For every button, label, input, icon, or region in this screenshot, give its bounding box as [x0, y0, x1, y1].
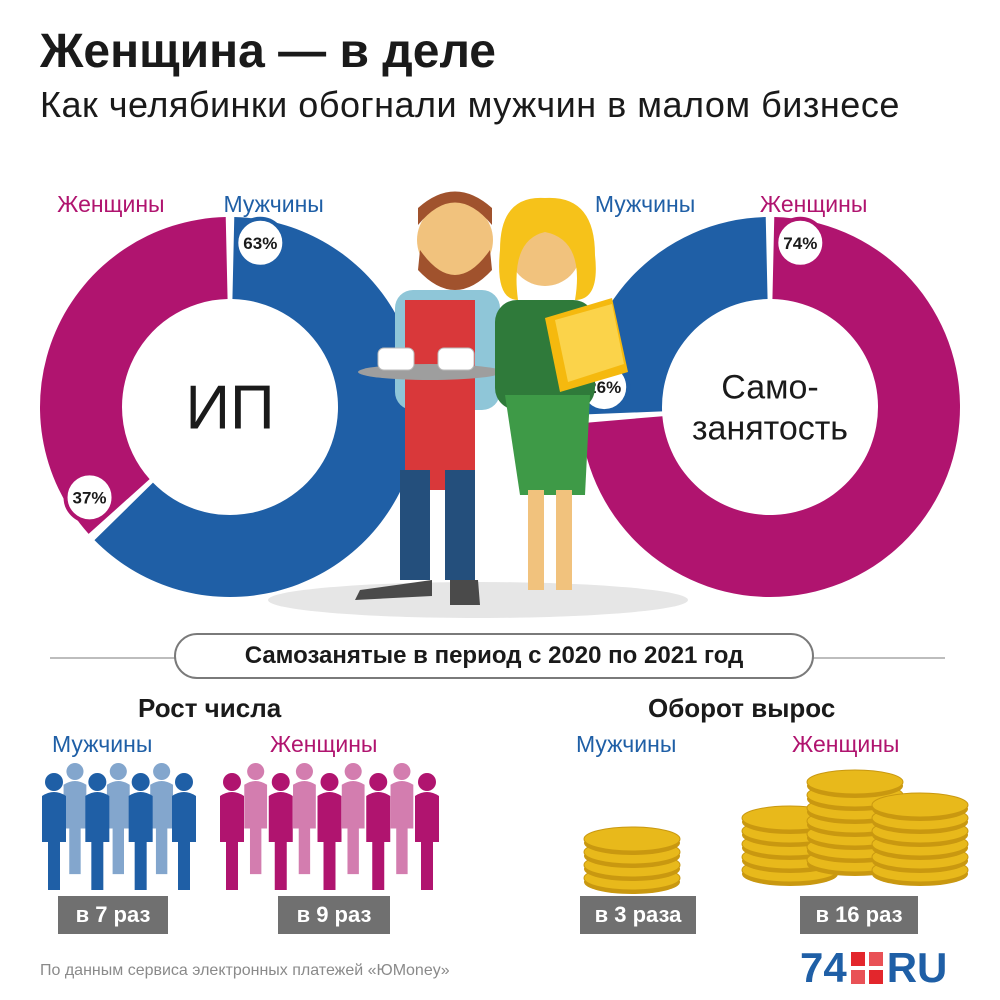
- value-badge: [63, 471, 116, 524]
- people-crowd-icon-female: [220, 762, 439, 890]
- coin: [583, 826, 681, 852]
- site-logo[interactable]: 74 RU: [800, 944, 947, 992]
- person-icon: [220, 773, 244, 890]
- person-icon: [415, 773, 439, 890]
- turnover-heading: Оборот вырос: [648, 693, 836, 723]
- value-label: 74%: [783, 234, 817, 253]
- logo-square-icon: [850, 952, 883, 984]
- growth-female-badge: в 9 раз: [278, 896, 390, 934]
- person-icon: [172, 773, 196, 890]
- turnover-male-badge: в 3 раза: [580, 896, 696, 934]
- value-badge: [234, 216, 287, 269]
- growth-female-label: Женщины: [270, 731, 378, 757]
- person-icon: [85, 773, 110, 890]
- segment-category-label: Мужчины: [595, 191, 695, 217]
- value-label: 26%: [587, 378, 621, 397]
- donut-segment: [39, 217, 228, 534]
- donut-center-label: Само-: [721, 369, 818, 407]
- person-icon: [150, 762, 174, 875]
- donut-segment: [580, 217, 768, 415]
- page-subtitle: Как челябинки обогнали мужчин в малом би…: [40, 84, 900, 125]
- source-note: По данным сервиса электронных платежей «…: [40, 962, 450, 979]
- business-people-illustration: [268, 191, 688, 618]
- donut-segment: [94, 217, 420, 597]
- person-icon: [42, 773, 66, 890]
- value-label: 37%: [73, 488, 107, 507]
- donut-charts: 63% Мужчины 37% Женщины ИП 74% Женщины 26% Мужч…: [39, 191, 960, 618]
- segment-category-label: Женщины: [57, 191, 164, 217]
- value-label: 63%: [243, 234, 277, 253]
- person-icon: [63, 762, 87, 875]
- logo-suffix: RU: [886, 944, 948, 991]
- page-title: Женщина — в деле: [40, 25, 496, 78]
- turnover-female-badge: в 16 раз: [800, 896, 918, 934]
- donut-segment: [580, 217, 960, 598]
- coin: [871, 792, 969, 818]
- person-icon: [390, 762, 414, 875]
- person-icon: [106, 762, 130, 875]
- donut-ip: 63% Мужчины 37% Женщины ИП: [39, 191, 420, 597]
- growth-male-badge: в 7 раз: [58, 896, 168, 934]
- donut-center-label: ИП: [185, 374, 274, 443]
- person-icon: [366, 773, 391, 890]
- person-icon: [244, 762, 268, 875]
- person-icon: [128, 773, 153, 890]
- segment-category-label: Мужчины: [223, 191, 323, 217]
- people-crowd-icon-male: [42, 762, 196, 890]
- growth-heading: Рост числа: [138, 693, 282, 723]
- value-badge: [774, 216, 827, 269]
- donut-center-label: занятость: [692, 409, 848, 447]
- coin-stack-icon: [583, 769, 969, 894]
- segment-category-label: Женщины: [760, 191, 867, 217]
- growth-male-label: Мужчины: [52, 731, 153, 757]
- person-icon: [293, 762, 316, 875]
- coin: [806, 769, 904, 795]
- donut-self: 74% Женщины 26% Мужчины Само-занятость: [578, 191, 960, 598]
- turnover-female-label: Женщины: [792, 731, 900, 757]
- turnover-male-label: Мужчины: [576, 731, 677, 757]
- logo-number: 74: [800, 944, 847, 991]
- person-icon: [317, 773, 342, 890]
- period-label: Самозанятые в период с 2020 по 2021 год: [174, 633, 814, 679]
- person-icon: [268, 773, 293, 890]
- person-icon: [341, 762, 365, 875]
